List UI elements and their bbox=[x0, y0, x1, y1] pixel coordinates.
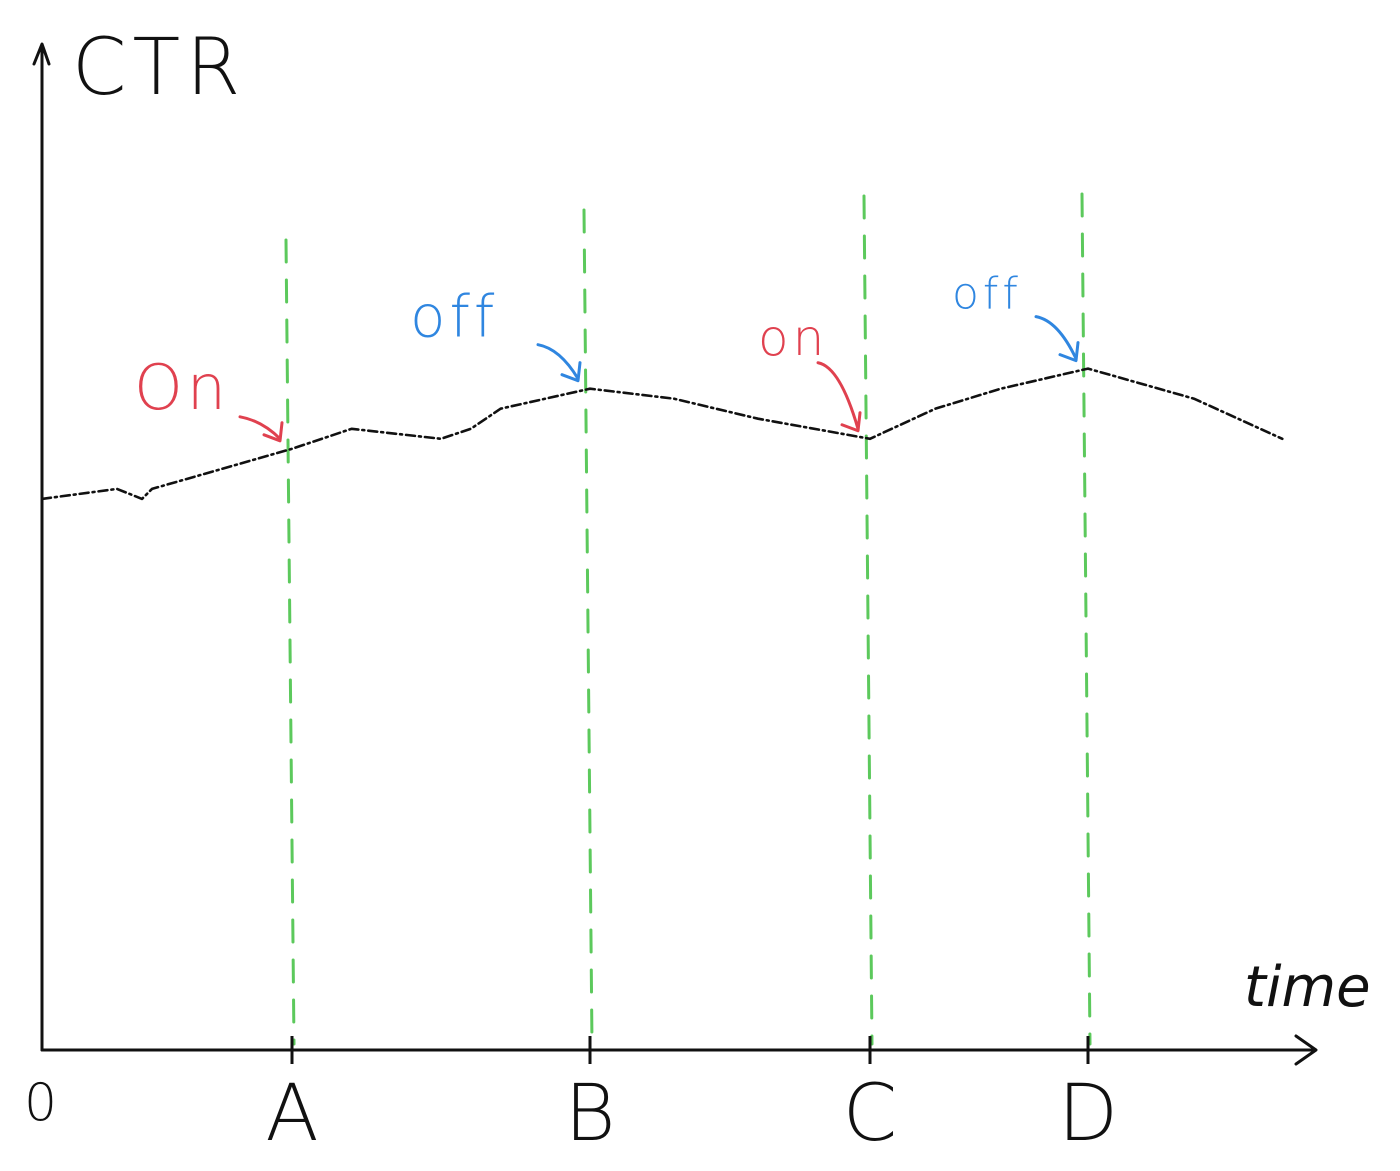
y-axis-label: CTR bbox=[72, 23, 246, 113]
ctr-series-line bbox=[40, 367, 1284, 501]
marker-lines bbox=[284, 192, 1092, 1046]
series-layer bbox=[40, 367, 1284, 501]
y-axis-arrowhead bbox=[32, 42, 51, 66]
x-tick-label-d: D bbox=[1058, 1069, 1118, 1159]
annotation-label-d: off bbox=[952, 269, 1022, 320]
annotation-arrowhead-a bbox=[262, 421, 284, 443]
annotations: On off on off bbox=[134, 269, 1080, 443]
annotation-arrow-c bbox=[816, 361, 860, 431]
annotation-label-b: off bbox=[410, 283, 498, 351]
x-axis-label: time bbox=[1244, 955, 1371, 1020]
marker-line-b bbox=[582, 208, 594, 1046]
x-tick-label-a: A bbox=[265, 1069, 318, 1159]
annotation-arrow-b bbox=[536, 343, 580, 381]
x-ticks: A B C D bbox=[265, 1036, 1118, 1159]
annotation-arrow-a bbox=[238, 415, 282, 441]
annotation-arrow-d bbox=[1034, 315, 1078, 361]
marker-line-a bbox=[284, 238, 296, 1046]
annotation-arrowhead-d bbox=[1058, 341, 1080, 363]
annotation-arrowhead-c bbox=[840, 411, 862, 433]
marker-line-d bbox=[1080, 192, 1092, 1046]
x-axis-arrowhead bbox=[1294, 1034, 1318, 1066]
annotation-label-c: on bbox=[758, 309, 828, 367]
annotation-label-a: On bbox=[134, 351, 230, 424]
origin-label: 0 bbox=[24, 1073, 57, 1133]
marker-line-c bbox=[862, 194, 874, 1046]
annotation-arrowhead-b bbox=[560, 361, 582, 383]
x-tick-label-c: C bbox=[843, 1069, 897, 1159]
x-tick-label-b: B bbox=[564, 1069, 615, 1159]
axes bbox=[32, 42, 1318, 1066]
